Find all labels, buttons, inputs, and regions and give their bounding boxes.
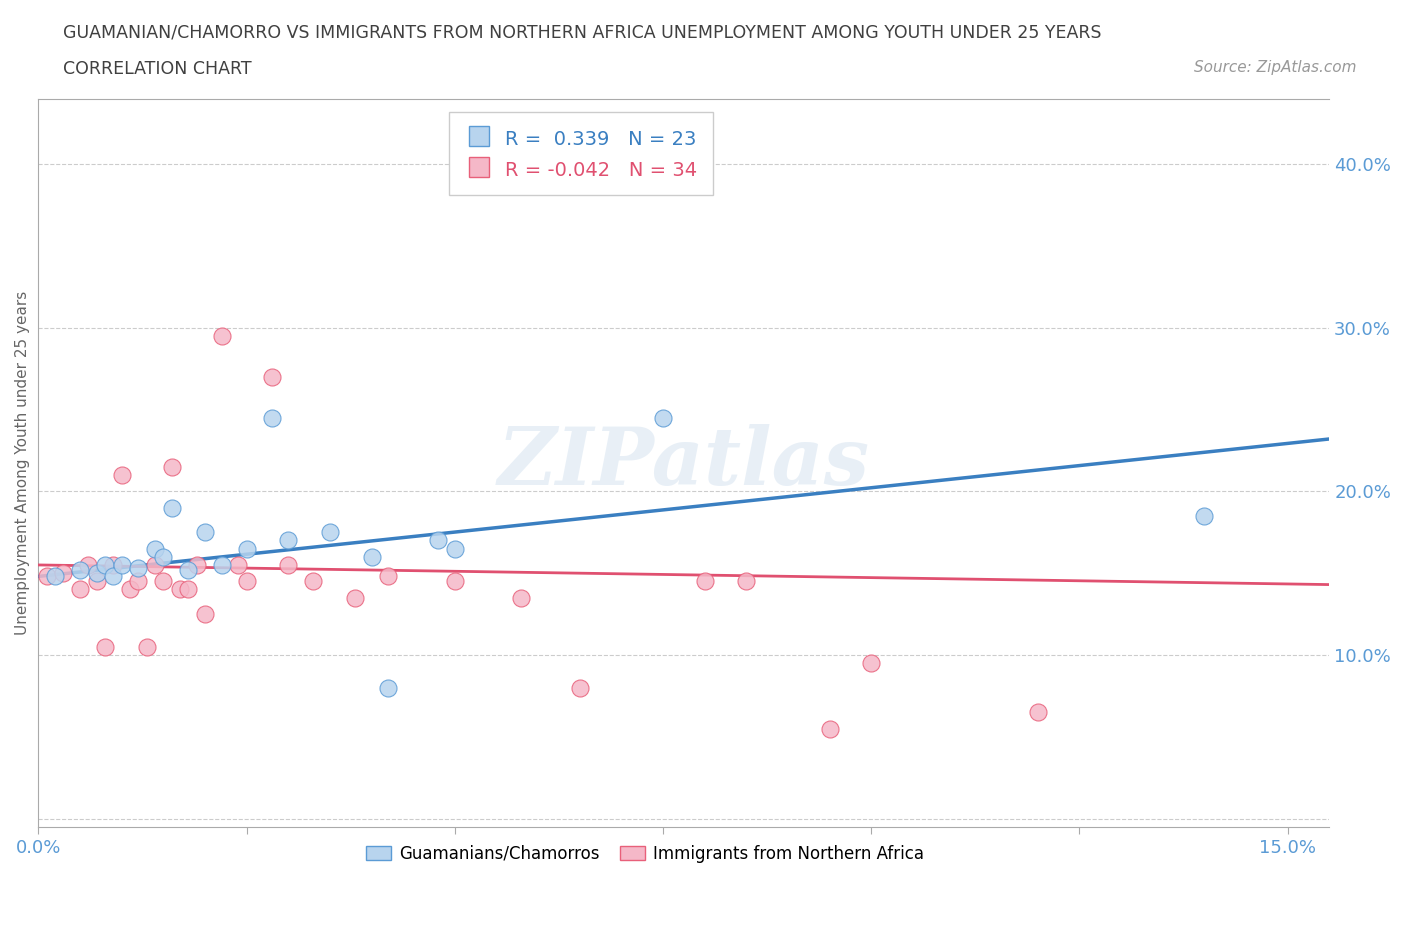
Point (160, 459, 183, 474)
Point (94, 639, 117, 654)
Point (120, 582, 142, 597)
Point (444, 574, 467, 589)
Point (103, 557, 125, 572)
Point (135, 639, 157, 654)
Point (143, 541, 166, 556)
Point (169, 582, 191, 597)
Point (260, 369, 283, 384)
Point (86, 565, 108, 580)
Point (1026, 705, 1049, 720)
Point (127, 561, 149, 576)
Point (818, 721, 841, 736)
Point (235, 541, 257, 556)
Point (228, 557, 250, 572)
Point (177, 563, 200, 578)
Point (94, 557, 117, 572)
Point (127, 574, 149, 589)
Point (143, 557, 166, 572)
Point (277, 557, 299, 572)
Point (427, 533, 450, 548)
Y-axis label: Unemployment Among Youth under 25 years: Unemployment Among Youth under 25 years (15, 290, 30, 635)
Point (444, 541, 467, 556)
Point (343, 591, 366, 605)
Point (302, 574, 325, 589)
Point (568, 680, 591, 695)
Text: ZIPatlas: ZIPatlas (498, 424, 870, 501)
Point (35, 569, 58, 584)
Point (111, 468, 134, 483)
Point (860, 656, 883, 671)
Point (194, 525, 217, 539)
Point (735, 574, 758, 589)
Point (86, 574, 108, 589)
Point (377, 569, 399, 584)
Point (260, 410, 283, 425)
Point (69, 582, 91, 597)
Point (177, 582, 200, 597)
Point (377, 680, 399, 695)
Point (693, 574, 716, 589)
Point (52, 565, 75, 580)
Point (103, 569, 125, 584)
Text: Source: ZipAtlas.com: Source: ZipAtlas.com (1194, 60, 1357, 75)
Point (652, 410, 675, 425)
Point (152, 550, 174, 565)
Point (211, 557, 233, 572)
Legend: Guamanians/Chamorros, Immigrants from Northern Africa: Guamanians/Chamorros, Immigrants from No… (360, 838, 931, 870)
Text: CORRELATION CHART: CORRELATION CHART (63, 60, 252, 78)
Point (44, 569, 66, 584)
Point (1194, 509, 1216, 524)
Point (277, 533, 299, 548)
Point (194, 606, 217, 621)
Point (186, 557, 208, 572)
Point (111, 557, 134, 572)
Point (360, 550, 382, 565)
Point (319, 525, 342, 539)
Point (69, 563, 91, 578)
Text: GUAMANIAN/CHAMORRO VS IMMIGRANTS FROM NORTHERN AFRICA UNEMPLOYMENT AMONG YOUTH U: GUAMANIAN/CHAMORRO VS IMMIGRANTS FROM NO… (63, 23, 1102, 41)
Point (77, 557, 100, 572)
Point (510, 591, 533, 605)
Point (152, 574, 174, 589)
Point (211, 328, 233, 343)
Point (160, 500, 183, 515)
Point (235, 574, 257, 589)
